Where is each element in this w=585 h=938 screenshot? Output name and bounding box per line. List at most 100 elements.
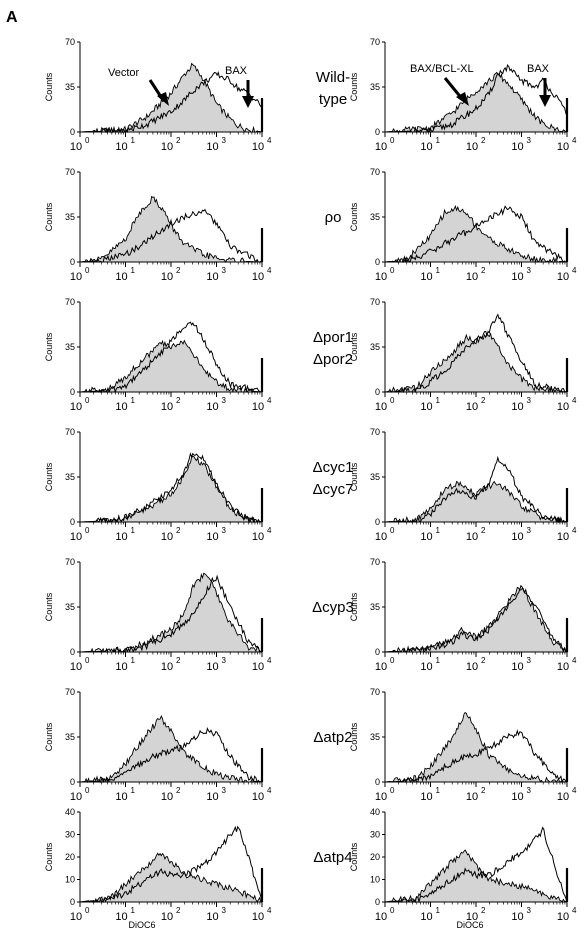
x-tick-exponent: 3 [527,266,532,275]
x-tick-exponent: 0 [85,786,90,795]
x-tick-label: 10 [557,791,569,803]
y-tick-label: 35 [370,472,380,482]
strain-label: Δatp2 [313,729,352,746]
x-tick-exponent: 0 [390,396,395,405]
y-tick-label: 35 [370,602,380,612]
x-tick-exponent: 4 [572,396,577,405]
x-tick-label: 10 [557,141,569,153]
x-tick-exponent: 3 [222,906,227,915]
y-axis-title: Counts [349,592,359,621]
x-tick-label: 10 [375,141,387,153]
y-axis-title: Counts [44,592,54,621]
y-tick-label: 40 [65,807,75,817]
y-tick-label: 70 [370,167,380,177]
y-axis-title: Counts [349,332,359,361]
x-tick-exponent: 2 [176,526,181,535]
x-tick-label: 10 [70,401,82,413]
histogram-outline-series [385,64,568,133]
y-tick-label: 40 [370,807,380,817]
x-tick-exponent: 2 [481,656,486,665]
histogram-outline-series [79,208,263,263]
strain-label-line1: Δcyc1 [313,459,354,476]
x-tick-exponent: 0 [85,396,90,405]
x-tick-exponent: 0 [85,656,90,665]
y-tick-label: 0 [70,897,75,907]
x-tick-exponent: 4 [572,526,577,535]
x-tick-exponent: 1 [436,656,441,665]
x-tick-label: 10 [466,661,478,673]
x-tick-exponent: 1 [131,136,136,145]
x-tick-exponent: 0 [390,526,395,535]
x-tick-label: 10 [252,911,264,923]
y-axis-title: Counts [349,202,359,231]
x-tick-exponent: 1 [436,136,441,145]
x-tick-label: 10 [115,141,127,153]
x-tick-label: 10 [206,141,218,153]
histogram-filled-series [79,572,263,654]
x-tick-label: 10 [557,661,569,673]
y-axis-title: Counts [44,722,54,751]
x-tick-exponent: 3 [222,136,227,145]
x-tick-label: 10 [206,911,218,923]
histogram-outline-series [80,452,263,524]
x-tick-label: 10 [375,911,387,923]
histogram-filled-series [384,332,568,394]
y-tick-label: 70 [65,557,75,567]
x-tick-label: 10 [466,791,478,803]
x-tick-label: 10 [70,531,82,543]
x-tick-label: 10 [420,911,432,923]
x-tick-exponent: 4 [267,266,272,275]
histogram-outline-series [79,825,263,903]
x-tick-label: 10 [206,271,218,283]
histogram-filled-series [80,455,263,524]
x-tick-exponent: 2 [481,906,486,915]
y-tick-label: 10 [65,875,75,885]
strain-label-line2: type [319,91,347,108]
x-tick-label: 10 [511,401,523,413]
x-tick-label: 10 [420,791,432,803]
x-tick-label: 10 [206,791,218,803]
x-tick-exponent: 2 [176,656,181,665]
strain-label: Δcyp3 [312,599,354,616]
y-tick-label: 0 [375,897,380,907]
y-tick-label: 70 [370,297,380,307]
x-tick-label: 10 [511,141,523,153]
y-tick-label: 70 [370,687,380,697]
x-tick-label: 10 [161,791,173,803]
x-tick-exponent: 4 [267,136,272,145]
x-axis-label-left: DiOC6 [128,920,155,930]
x-tick-exponent: 1 [436,906,441,915]
x-tick-exponent: 1 [436,786,441,795]
y-tick-label: 70 [65,297,75,307]
x-tick-label: 10 [161,911,173,923]
y-axis-title: Counts [44,332,54,361]
x-tick-exponent: 4 [267,526,272,535]
y-axis-title: Counts [349,462,359,491]
x-tick-exponent: 2 [481,266,486,275]
x-tick-label: 10 [206,531,218,543]
annotation-bax-right: BAX [527,63,550,75]
y-tick-label: 0 [70,517,75,527]
x-tick-exponent: 2 [176,266,181,275]
y-tick-label: 35 [370,212,380,222]
x-tick-label: 10 [115,791,127,803]
x-tick-exponent: 1 [436,396,441,405]
x-tick-label: 10 [557,401,569,413]
x-tick-exponent: 0 [390,136,395,145]
x-tick-exponent: 3 [222,786,227,795]
y-tick-label: 35 [65,212,75,222]
x-tick-label: 10 [466,531,478,543]
x-tick-label: 10 [420,531,432,543]
y-axis-title: Counts [44,72,54,101]
x-tick-exponent: 3 [527,526,532,535]
x-tick-label: 10 [70,911,82,923]
arrow-bax [242,80,254,108]
x-tick-label: 10 [70,661,82,673]
y-tick-label: 30 [65,830,75,840]
